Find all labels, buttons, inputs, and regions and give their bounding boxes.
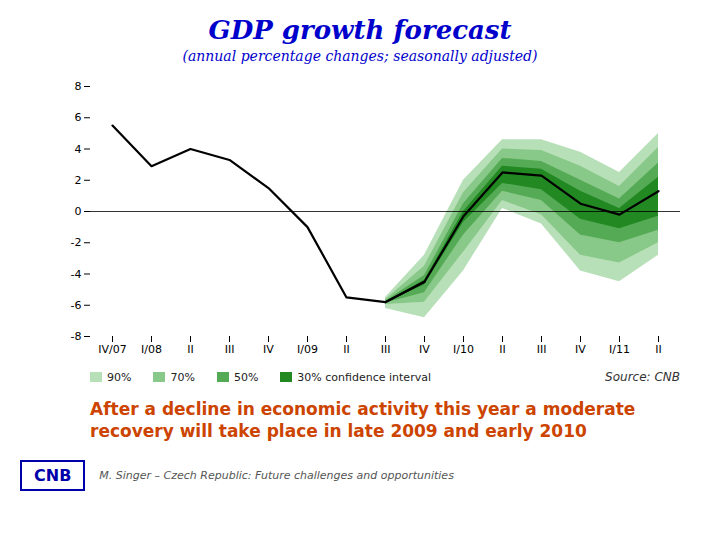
svg-text:-2: -2 bbox=[71, 236, 82, 249]
svg-text:I/08: I/08 bbox=[141, 343, 162, 356]
svg-text:I/10: I/10 bbox=[453, 343, 474, 356]
svg-text:8: 8 bbox=[75, 80, 82, 93]
html-text:After a decline in economic ac: After a decline in economic activity thi… bbox=[90, 399, 636, 441]
html-text:90%: 90% bbox=[107, 370, 132, 384]
svg-text:I/09: I/09 bbox=[297, 343, 318, 356]
html-text:CNB: CNB bbox=[34, 466, 72, 485]
svg-text:-6: -6 bbox=[71, 299, 82, 312]
html-text:GDP growth forecast: GDP growth forecast bbox=[208, 15, 512, 45]
svg-text:III: III bbox=[381, 343, 391, 356]
svg-text:IV: IV bbox=[263, 343, 274, 356]
svg-text:-8: -8 bbox=[71, 330, 82, 343]
html-text:Source: CNB: Source: CNB bbox=[605, 370, 680, 384]
html-text:50%: 50% bbox=[233, 370, 259, 384]
html-text:(annual percentage changes; se: (annual percentage changes; seasonally a… bbox=[182, 48, 538, 64]
svg-text:6: 6 bbox=[75, 111, 82, 124]
svg-text:2: 2 bbox=[75, 174, 82, 187]
svg-text:III: III bbox=[537, 343, 547, 356]
html-text:30% confidence interval: 30% confidence interval bbox=[297, 370, 431, 384]
svg-text:IV: IV bbox=[419, 343, 430, 356]
svg-text:II: II bbox=[655, 343, 662, 356]
svg-text:IV: IV bbox=[575, 343, 586, 356]
html-text:M. Singer – Czech Republic: Fu: M. Singer – Czech Republic: Future chall… bbox=[99, 469, 454, 482]
svg-text:III: III bbox=[225, 343, 235, 356]
svg-text:II: II bbox=[499, 343, 506, 356]
html-text:70%: 70% bbox=[170, 370, 195, 384]
svg-text:II: II bbox=[187, 343, 194, 356]
svg-text:4: 4 bbox=[75, 143, 82, 156]
svg-text:IV/07: IV/07 bbox=[98, 343, 126, 356]
svg-text:II: II bbox=[343, 343, 350, 356]
svg-text:-4: -4 bbox=[71, 268, 82, 281]
svg-text:I/11: I/11 bbox=[609, 343, 630, 356]
svg-text:0: 0 bbox=[75, 205, 82, 218]
